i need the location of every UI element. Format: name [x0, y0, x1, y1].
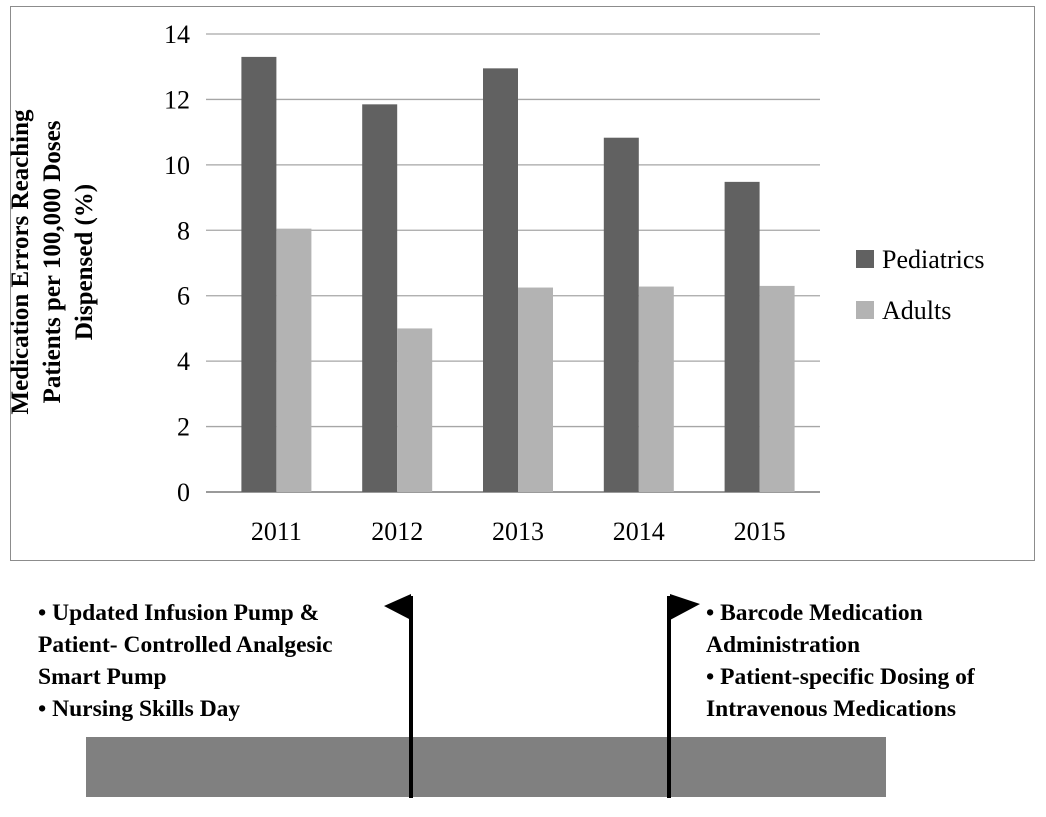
bar-pediatrics-2012: [362, 104, 398, 492]
bar-pediatrics-2011: [241, 56, 277, 493]
bar-adults-2012: [397, 328, 433, 492]
y-tick-label-6: 6: [177, 282, 190, 311]
y-tick-label-14: 14: [164, 20, 190, 49]
right-flag-annotation: • Barcode Medication Administration • Pa…: [706, 597, 975, 725]
x-tick-label-2012: 2012: [371, 517, 423, 546]
y-axis-label-line-3: Dispensed (%): [71, 184, 98, 340]
legend-swatch-pediatrics: [856, 250, 874, 268]
bar-pediatrics-2013: [483, 68, 518, 492]
left-note-line-3: Smart Pump: [38, 664, 167, 690]
y-axis-label: Medication Errors Reaching Patients per 1…: [7, 109, 98, 415]
y-axis-label-line-2: Patients per 100,000 Doses: [39, 120, 66, 403]
y-axis-label-line-1: Medication Errors Reaching: [7, 109, 34, 415]
legend-swatch-adults: [856, 301, 874, 319]
chart-frame: [10, 6, 1035, 561]
bar-pediatrics-2015: [724, 181, 760, 492]
left-note-line-2: Patient- Controlled Analgesic: [38, 632, 333, 658]
left-note-line-1: • Updated Infusion Pump &: [38, 600, 320, 626]
y-tick-label-12: 12: [164, 85, 190, 114]
left-flag-annotation: • Updated Infusion Pump & Patient- Contr…: [38, 597, 333, 725]
timeline-bar: [86, 737, 886, 797]
left-flag-icon: [384, 594, 411, 620]
x-tick-label-2015: 2015: [734, 517, 786, 546]
x-tick-label-2014: 2014: [613, 517, 665, 546]
right-note-line-1: • Barcode Medication: [706, 600, 923, 626]
y-tick-label-4: 4: [177, 347, 190, 376]
bar-adults-2011: [276, 228, 312, 492]
bar-chart: 0 2 4 6 8 10 12 14 2011 2012 2013 2014 2015 Medicatio…: [7, 20, 985, 546]
x-tick-label-2011: 2011: [251, 517, 302, 546]
legend-label-adults: Adults: [882, 296, 951, 325]
right-flag-pole: [667, 596, 671, 798]
bar-adults-2013: [518, 287, 553, 492]
bar-adults-2014: [638, 286, 674, 492]
right-flag-icon: [670, 594, 700, 620]
left-flag-pole: [409, 596, 413, 798]
right-note-line-3: • Patient-specific Dosing of: [706, 664, 975, 690]
left-note-line-4: • Nursing Skills Day: [38, 696, 241, 722]
bar-adults-2015: [759, 285, 795, 492]
right-note-line-4: Intravenous Medications: [706, 696, 957, 722]
y-tick-label-2: 2: [177, 413, 190, 442]
y-tick-label-0: 0: [177, 478, 190, 507]
legend-label-pediatrics: Pediatrics: [882, 245, 985, 274]
y-tick-label-10: 10: [164, 151, 190, 180]
x-tick-label-2013: 2013: [492, 517, 544, 546]
y-tick-label-8: 8: [177, 216, 190, 245]
bar-pediatrics-2014: [603, 137, 639, 492]
right-note-line-2: Administration: [706, 632, 861, 658]
